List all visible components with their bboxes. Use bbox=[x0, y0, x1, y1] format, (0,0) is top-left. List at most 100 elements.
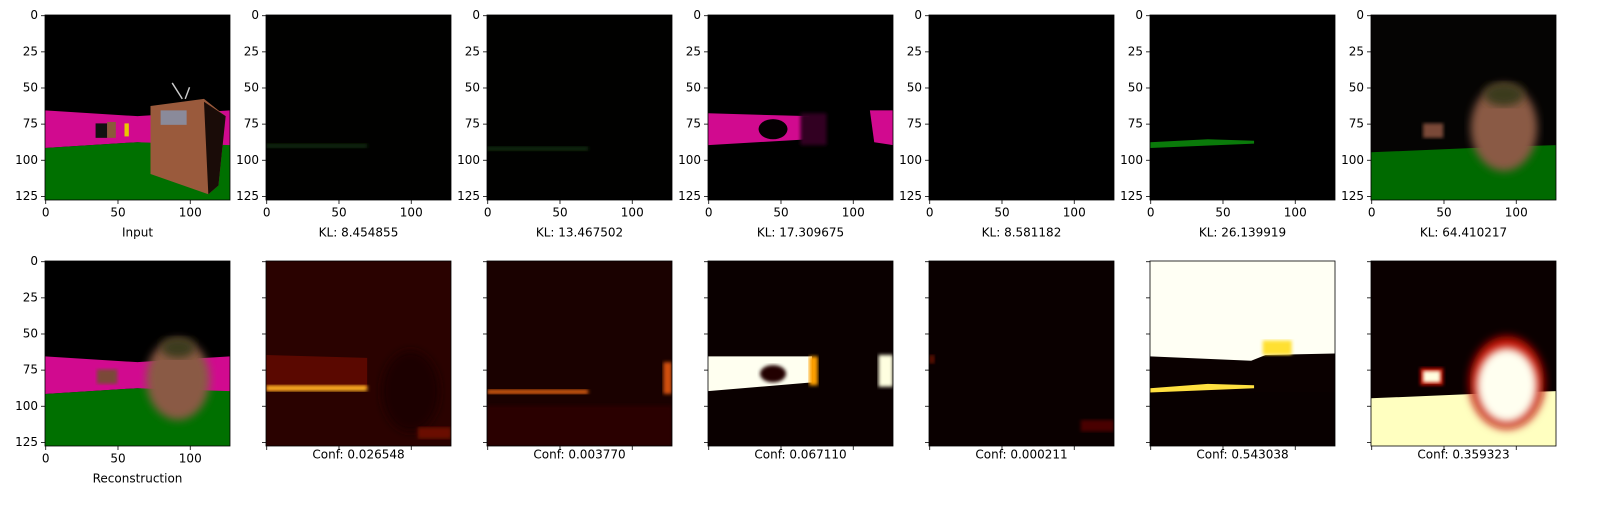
image-region bbox=[929, 15, 1114, 200]
image-region bbox=[878, 354, 893, 387]
panel: Conf: 0.003770 bbox=[483, 260, 673, 462]
y-tick-label: 75 bbox=[244, 117, 259, 131]
image bbox=[45, 261, 230, 446]
panel: 0 50 100 0 25 50 75 100 125 KL: 17.309675 bbox=[678, 8, 894, 240]
y-tick-label: 75 bbox=[1128, 117, 1143, 131]
x-tick-label: 100 bbox=[400, 206, 423, 220]
axes-frame bbox=[1370, 14, 1557, 201]
image-region bbox=[487, 146, 589, 151]
y-tick-label: 25 bbox=[907, 44, 922, 58]
x-tick-label: 0 bbox=[1368, 206, 1376, 220]
y-tick-label: 25 bbox=[23, 44, 38, 58]
image bbox=[1371, 261, 1556, 446]
axes-frame bbox=[265, 260, 452, 447]
y-tick-label: 125 bbox=[15, 189, 38, 203]
y-tick-label: 125 bbox=[15, 435, 38, 449]
image-content bbox=[45, 15, 230, 200]
image-region bbox=[1150, 392, 1335, 446]
y-tick-label: 0 bbox=[30, 254, 38, 268]
axes-frame bbox=[44, 260, 231, 447]
x-tick-label: 50 bbox=[331, 206, 346, 220]
blob bbox=[760, 365, 787, 383]
blob bbox=[758, 119, 788, 140]
panel: 0 50 100 0 25 50 75 100 125 KL: 26.139919 bbox=[1120, 8, 1336, 240]
image-content bbox=[1371, 15, 1556, 200]
y-tick-label: 75 bbox=[23, 117, 38, 131]
image-region bbox=[800, 113, 827, 146]
panel: 0 50 100 0 25 50 75 100 125 KL: 8.454855 bbox=[236, 8, 452, 240]
antenna bbox=[171, 82, 183, 100]
y-tick-label: 50 bbox=[686, 80, 701, 94]
panel: 0 50 100 0 25 50 75 100 125 Input bbox=[15, 8, 231, 240]
x-tick-label: 50 bbox=[552, 206, 567, 220]
y-tick-label: 0 bbox=[1356, 8, 1364, 22]
x-tick-label: 50 bbox=[1436, 206, 1451, 220]
image-region bbox=[417, 427, 451, 439]
image bbox=[708, 261, 893, 446]
panel: 0 50 100 0 25 50 75 100 125 KL: 13.467502 bbox=[457, 8, 673, 240]
image bbox=[1150, 15, 1335, 200]
y-tick-label: 50 bbox=[1349, 80, 1364, 94]
x-tick-label: 50 bbox=[773, 206, 788, 220]
x-tick-label: 0 bbox=[484, 206, 492, 220]
image-region bbox=[160, 110, 187, 125]
panel: Conf: 0.067110 bbox=[704, 260, 894, 462]
y-tick-label: 0 bbox=[472, 8, 480, 22]
y-tick-label: 75 bbox=[23, 363, 38, 377]
y-tick-label: 50 bbox=[907, 80, 922, 94]
axes-frame bbox=[1149, 14, 1336, 201]
axes-frame bbox=[1149, 260, 1336, 447]
image-region bbox=[124, 123, 129, 137]
image-content bbox=[45, 261, 230, 446]
x-tick-label: 0 bbox=[926, 206, 934, 220]
y-tick-label: 0 bbox=[1135, 8, 1143, 22]
image bbox=[708, 15, 893, 200]
x-tick-label: 50 bbox=[1215, 206, 1230, 220]
panel: 0 50 100 0 25 50 75 100 125 Reconstruction bbox=[15, 254, 231, 486]
y-tick-label: 100 bbox=[1341, 153, 1364, 167]
image-region bbox=[266, 15, 451, 200]
image bbox=[929, 261, 1114, 446]
x-tick-label: 50 bbox=[994, 206, 1009, 220]
x-tick-label: 100 bbox=[179, 206, 202, 220]
x-tick-label: 0 bbox=[263, 206, 271, 220]
y-tick-label: 125 bbox=[678, 189, 701, 203]
panel: 0 50 100 0 25 50 75 100 125 KL: 64.410217 bbox=[1341, 8, 1557, 240]
image-content bbox=[708, 261, 893, 446]
y-tick-label: 100 bbox=[15, 153, 38, 167]
image-region bbox=[1423, 370, 1441, 383]
panel-caption: KL: 8.454855 bbox=[319, 226, 399, 240]
image-region bbox=[708, 15, 893, 200]
y-tick-label: 125 bbox=[899, 189, 922, 203]
panel-caption: KL: 17.309675 bbox=[757, 226, 844, 240]
image-content bbox=[1371, 261, 1556, 446]
axes-frame bbox=[928, 260, 1115, 447]
panel: 0 50 100 0 25 50 75 100 125 KL: 8.581182 bbox=[899, 8, 1115, 240]
blob bbox=[1483, 82, 1525, 107]
x-tick-label: 100 bbox=[1063, 206, 1086, 220]
image-region bbox=[1150, 139, 1255, 148]
image-content bbox=[929, 15, 1114, 200]
x-tick-label: 100 bbox=[621, 206, 644, 220]
y-tick-label: 100 bbox=[457, 153, 480, 167]
image-region bbox=[929, 354, 935, 364]
image-content bbox=[487, 15, 672, 200]
panel-caption: Conf: 0.026548 bbox=[312, 448, 404, 462]
y-tick-label: 50 bbox=[23, 80, 38, 94]
image bbox=[266, 261, 451, 446]
image bbox=[1371, 15, 1556, 200]
image-content bbox=[708, 15, 893, 200]
panel-caption: Conf: 0.000211 bbox=[975, 448, 1067, 462]
blob bbox=[1476, 347, 1538, 423]
image-region bbox=[203, 101, 226, 195]
x-tick-label: 100 bbox=[1284, 206, 1307, 220]
panel-caption: KL: 26.139919 bbox=[1199, 226, 1286, 240]
x-tick-label: 0 bbox=[42, 452, 50, 466]
panel: Conf: 0.359323 bbox=[1367, 260, 1557, 462]
axes-frame bbox=[486, 260, 673, 447]
image-region bbox=[869, 110, 893, 146]
y-tick-label: 75 bbox=[1349, 117, 1364, 131]
image-region bbox=[708, 261, 893, 446]
y-tick-label: 75 bbox=[907, 117, 922, 131]
